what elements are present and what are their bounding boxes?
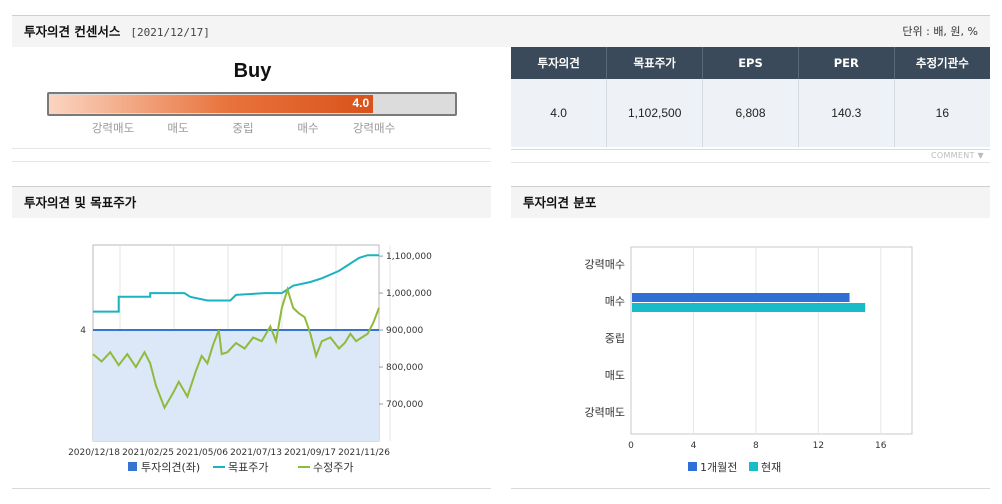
opinion-target-chart: 4 1,100,000 1,000,000 900,000 800,000 700,00… — [68, 244, 432, 474]
legend-price-label: 수정주가 — [313, 461, 353, 474]
rating-gauge-value: 4.0 — [352, 96, 370, 110]
opinion-distribution-title: 투자의견 분포 — [523, 195, 597, 210]
table-row: 4.0 1,102,500 6,808 140.3 16 — [511, 79, 990, 147]
x-tick-label: 2021/11/26 — [338, 448, 390, 458]
chevron-down-icon: ▼ — [977, 151, 984, 160]
scale-label-neutral: 중립 — [232, 121, 254, 135]
comment-toggle[interactable]: COMMENT ▼ — [930, 151, 984, 160]
col-target-price: 목표주가 — [606, 47, 704, 79]
opinion-area — [93, 330, 379, 441]
unit-label: 단위 : 배, 원, % — [902, 25, 978, 38]
cell-institutions: 16 — [894, 79, 990, 147]
legend-current-swatch — [749, 462, 758, 471]
comment-bar: COMMENT ▼ — [511, 149, 990, 163]
y-left-tick: 4 — [80, 326, 86, 336]
x-tick-label: 4 — [691, 441, 697, 451]
category-label: 매도 — [605, 369, 625, 382]
consensus-table: 투자의견 목표주가 EPS PER 추정기관수 4.0 1,102,500 6,… — [511, 47, 990, 147]
x-tick-label: 2021/07/13 — [230, 448, 282, 458]
rating-label: Buy — [233, 60, 272, 82]
y-right-tick-label: 1,000,000 — [386, 289, 432, 299]
cell-eps: 6,808 — [702, 79, 799, 147]
x-tick-label: 0 — [628, 441, 634, 451]
x-tick-label: 2021/09/17 — [284, 448, 336, 458]
plot-area — [630, 246, 913, 435]
divider — [12, 488, 491, 489]
x-tick-label: 8 — [753, 441, 759, 451]
adjusted-price-line — [92, 286, 380, 411]
legend-target-label: 목표주가 — [228, 461, 268, 474]
divider — [511, 488, 990, 489]
legend: 투자의견(좌) 목표주가 수정주가 — [128, 461, 353, 474]
legend-opinion-label: 투자의견(좌) — [141, 461, 200, 474]
bar — [632, 303, 866, 312]
legend-current-label: 현재 — [761, 461, 781, 474]
col-eps: EPS — [702, 47, 799, 79]
cell-opinion: 4.0 — [511, 79, 608, 147]
legend-prev-month-label: 1개월전 — [700, 461, 737, 474]
col-opinion: 투자의견 — [511, 47, 608, 79]
x-tick-label: 12 — [813, 441, 824, 451]
x-tick-label: 2020/12/18 — [68, 448, 120, 458]
x-tick-label: 2021/02/25 — [122, 448, 174, 458]
y-right-tick-label: 1,100,000 — [386, 252, 432, 262]
x-tick-label: 2021/05/06 — [176, 448, 228, 458]
opinion-target-chart-header: 투자의견 및 목표주가 — [12, 186, 491, 218]
consensus-title: 투자의견 컨센서스 — [24, 24, 121, 39]
consensus-date: [2021/12/17] — [130, 26, 210, 39]
opinion-target-chart-title: 투자의견 및 목표주가 — [24, 195, 137, 210]
consensus-header: 투자의견 컨센서스 [2021/12/17] 단위 : 배, 원, % — [12, 15, 990, 47]
scale-label-strong-sell: 강력매도 — [91, 121, 135, 135]
scale-label-sell: 매도 — [167, 121, 189, 135]
category-label: 강력매도 — [585, 406, 625, 419]
category-label: 중립 — [605, 332, 625, 345]
target-price-line — [93, 254, 379, 313]
category-label: 매수 — [605, 295, 625, 308]
bar — [632, 293, 850, 302]
cell-per: 140.3 — [798, 79, 895, 147]
col-institutions: 추정기관수 — [894, 47, 990, 79]
x-tick-label: 16 — [875, 441, 887, 451]
col-per: PER — [798, 47, 895, 79]
y-right-tick-label: 700,000 — [386, 400, 423, 410]
rating-gauge-fill: 4.0 — [50, 95, 374, 113]
rating-divider — [12, 148, 491, 162]
category-label: 강력매수 — [585, 258, 625, 271]
legend: 1개월전 현재 — [688, 461, 781, 474]
y-right-tick-label: 900,000 — [386, 326, 423, 336]
cell-target-price: 1,102,500 — [606, 79, 704, 147]
legend-opinion-swatch — [128, 462, 137, 471]
scale-label-buy: 매수 — [297, 121, 319, 135]
y-right-tick-label: 800,000 — [386, 363, 423, 373]
legend-prev-month-swatch — [688, 462, 697, 471]
rating-gauge: 4.0 — [47, 92, 457, 116]
scale-label-strong-buy: 강력매수 — [352, 121, 396, 135]
opinion-distribution-header: 투자의견 분포 — [511, 186, 990, 218]
table-header-row: 투자의견 목표주가 EPS PER 추정기관수 — [511, 47, 990, 79]
